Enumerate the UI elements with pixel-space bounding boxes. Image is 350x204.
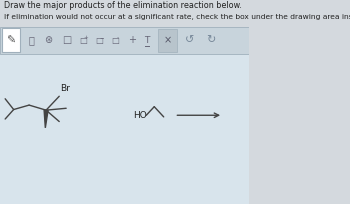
Text: +: + — [127, 35, 135, 45]
Text: Draw the major products of the elimination reaction below.: Draw the major products of the eliminati… — [4, 1, 241, 10]
Bar — [158, 29, 177, 52]
Text: □: □ — [79, 36, 87, 45]
Text: Br: Br — [61, 84, 70, 93]
Text: ⊛: ⊛ — [44, 35, 52, 45]
Text: −: − — [100, 35, 105, 40]
Bar — [0, 54, 249, 204]
Bar — [0, 0, 249, 27]
Text: ↻: ↻ — [206, 35, 215, 45]
Bar — [2, 28, 20, 52]
Text: +: + — [84, 35, 88, 40]
Text: T: T — [144, 36, 150, 45]
Text: □: □ — [95, 36, 103, 45]
Text: □: □ — [62, 35, 71, 45]
Text: If elimination would not occur at a significant rate, check the box under the dr: If elimination would not occur at a sign… — [4, 14, 350, 20]
Polygon shape — [44, 110, 48, 128]
Text: □: □ — [111, 36, 119, 45]
Text: HO: HO — [133, 111, 147, 120]
Text: ×: × — [164, 35, 172, 45]
Text: ··: ·· — [116, 35, 120, 40]
Text: ↺: ↺ — [185, 35, 194, 45]
Bar — [0, 27, 249, 54]
Text: ✎: ✎ — [6, 35, 16, 45]
Text: ⛓: ⛓ — [28, 35, 34, 45]
